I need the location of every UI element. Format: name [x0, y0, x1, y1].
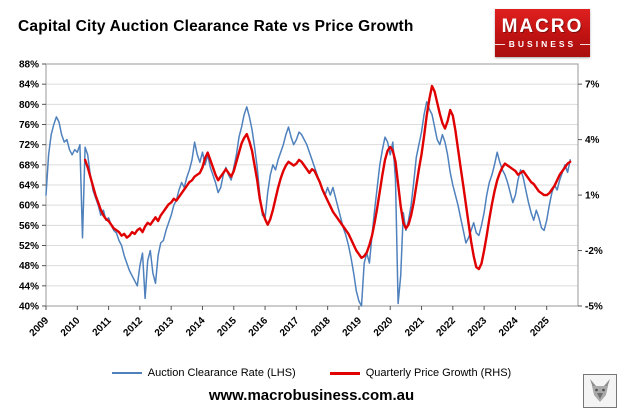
svg-text:2021: 2021	[403, 315, 427, 339]
svg-text:88%: 88%	[19, 60, 39, 71]
blue-line-swatch	[111, 372, 142, 374]
chart-area: 88% 84% 80% 76% 72% 68% 64% 60% 56% 52% 48% 44% 40% 7…	[0, 58, 623, 362]
svg-text:2022: 2022	[434, 315, 458, 339]
svg-text:2013: 2013	[153, 315, 177, 339]
svg-text:40%: 40%	[19, 302, 39, 313]
svg-text:48%: 48%	[19, 261, 39, 272]
svg-text:2018: 2018	[309, 315, 333, 339]
svg-text:44%: 44%	[19, 281, 39, 292]
svg-text:-5%: -5%	[585, 302, 603, 313]
svg-text:2025: 2025	[528, 315, 552, 339]
svg-text:2017: 2017	[278, 315, 302, 339]
svg-text:60%: 60%	[19, 201, 39, 212]
svg-text:2020: 2020	[372, 315, 396, 339]
red-line-swatch	[329, 371, 360, 375]
svg-text:2011: 2011	[91, 315, 114, 338]
page-title: Capital City Auction Clearance Rate vs P…	[18, 18, 414, 35]
svg-text:2015: 2015	[215, 315, 239, 339]
svg-text:64%: 64%	[19, 181, 39, 192]
svg-text:2016: 2016	[247, 315, 271, 339]
svg-text:2014: 2014	[184, 315, 208, 339]
svg-text:56%: 56%	[19, 221, 39, 232]
svg-text:2024: 2024	[497, 315, 521, 339]
svg-text:4%: 4%	[585, 135, 600, 146]
line-chart: 88% 84% 80% 76% 72% 68% 64% 60% 56% 52% 48% 44% 40% 7…	[19, 60, 603, 339]
svg-text:68%: 68%	[19, 160, 39, 171]
svg-text:2023: 2023	[466, 315, 490, 339]
website-url: www.macrobusiness.com.au	[208, 387, 415, 404]
legend-item-clearance-rate: Auction Clearance Rate (LHS)	[111, 367, 296, 379]
svg-text:-2%: -2%	[585, 246, 603, 257]
logo-text-business: BUSINESS	[495, 39, 590, 49]
svg-text:76%: 76%	[19, 120, 39, 131]
chart-legend: Auction Clearance Rate (LHS) Quarterly P…	[0, 364, 623, 382]
legend-label-price-growth: Quarterly Price Growth (RHS)	[365, 367, 512, 379]
svg-text:84%: 84%	[19, 80, 39, 91]
svg-text:80%: 80%	[19, 100, 39, 111]
svg-text:52%: 52%	[19, 241, 39, 252]
legend-label-clearance-rate: Auction Clearance Rate (LHS)	[147, 367, 296, 379]
svg-text:2010: 2010	[59, 315, 83, 339]
svg-text:2012: 2012	[121, 315, 145, 339]
wolf-logo-icon	[583, 374, 617, 408]
legend-item-price-growth: Quarterly Price Growth (RHS)	[329, 367, 512, 379]
logo-text-macro: MACRO	[501, 16, 584, 37]
svg-text:2019: 2019	[341, 315, 365, 339]
svg-text:1%: 1%	[585, 191, 600, 202]
svg-text:7%: 7%	[585, 80, 600, 91]
macrobusiness-logo: MACRO BUSINESS	[495, 9, 590, 57]
svg-text:2009: 2009	[28, 315, 52, 339]
svg-text:72%: 72%	[19, 140, 39, 151]
